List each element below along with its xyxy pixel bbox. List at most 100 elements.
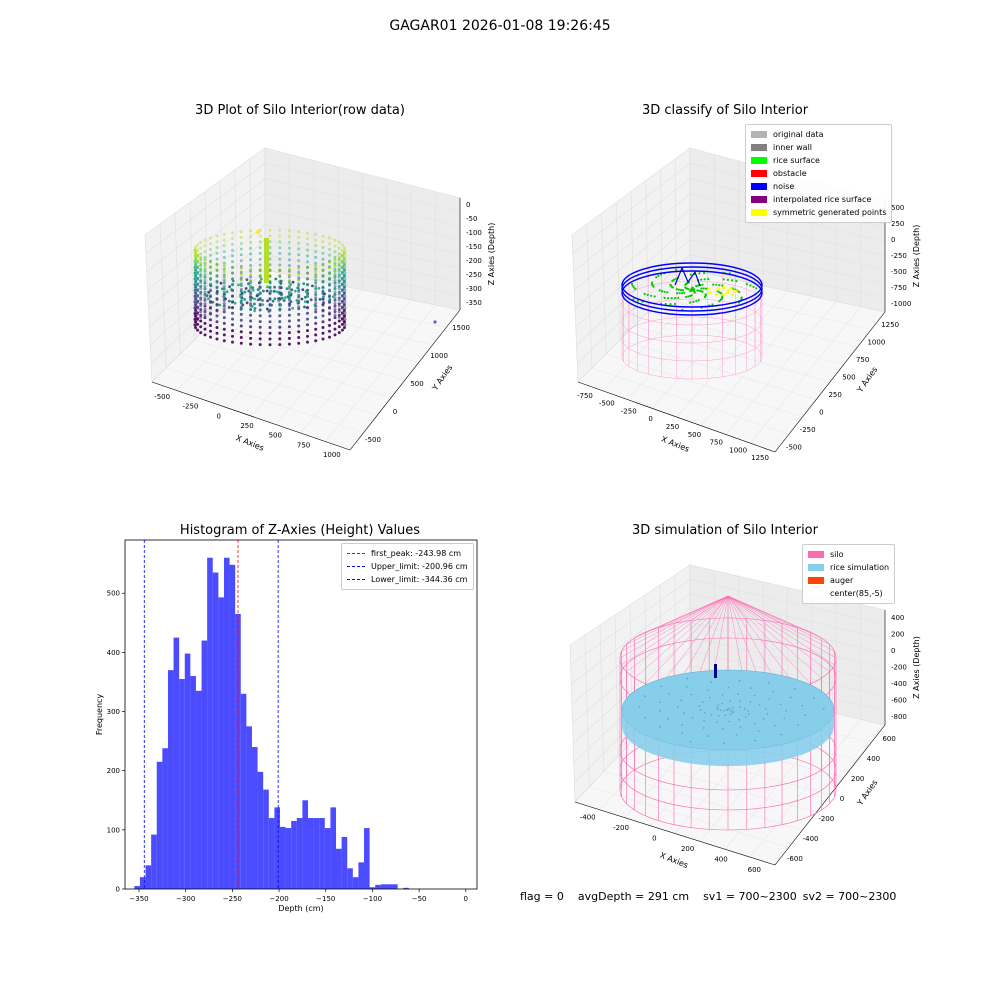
silo-roof-wire: [727, 595, 811, 684]
rice-surface-point: [667, 297, 670, 300]
rice-grid-point: [730, 709, 732, 712]
data-point: [321, 331, 325, 335]
z-tick-label: -600: [891, 696, 907, 704]
data-point: [239, 318, 243, 322]
data-point: [193, 288, 197, 292]
data-point: [249, 336, 253, 340]
data-point: [231, 340, 234, 344]
data-point: [245, 301, 249, 305]
rice-grid-point: [717, 708, 719, 710]
data-point: [333, 275, 337, 279]
data-point: [258, 320, 262, 324]
data-point: [268, 292, 272, 296]
y-tick-label: 600: [882, 735, 895, 743]
data-point: [278, 325, 282, 329]
data-point: [268, 337, 272, 341]
data-point: [337, 267, 341, 271]
data-point: [193, 254, 197, 258]
data-point: [297, 230, 301, 234]
data-point: [342, 251, 346, 255]
rice-grid-point: [747, 710, 749, 712]
data-point: [249, 235, 253, 239]
histogram-bar: [201, 640, 208, 889]
data-point: [343, 317, 347, 321]
grid-line: [146, 178, 461, 272]
data-point: [196, 295, 200, 299]
data-point: [209, 271, 212, 275]
silo-roof-wire: [727, 595, 835, 652]
rice-grid-point: [794, 688, 796, 690]
z-tick-label: -50: [466, 215, 477, 223]
histogram-bar: [358, 862, 365, 889]
data-point: [278, 257, 282, 261]
x-tick-label: 500: [688, 431, 701, 439]
legend-entry: interpolated rice surface: [751, 193, 886, 206]
rice-surface-point: [695, 284, 698, 288]
data-point: [268, 286, 272, 290]
symmetric-point: [725, 291, 728, 294]
rice-grid-point: [717, 704, 719, 707]
histogram-bar: [403, 887, 409, 889]
rice-grid-point: [727, 686, 730, 689]
data-point: [203, 333, 207, 337]
data-point: [306, 340, 309, 344]
data-point: [258, 337, 262, 341]
data-point: [314, 287, 318, 291]
rice-grid-point: [685, 686, 688, 688]
data-point: [194, 274, 198, 278]
z-tick-label: 0: [891, 647, 895, 655]
data-point: [253, 297, 257, 301]
data-point: [297, 312, 301, 316]
data-point: [293, 289, 297, 293]
y-tick-label: 300: [107, 708, 120, 716]
data-point: [196, 306, 200, 310]
data-point: [337, 256, 341, 260]
data-point: [193, 306, 197, 310]
x-tick-label: 500: [269, 432, 282, 440]
data-point: [340, 306, 344, 310]
data-point: [343, 306, 347, 310]
rice-surface-point: [718, 300, 721, 303]
data-point: [203, 279, 207, 282]
legend-swatch: [751, 209, 767, 216]
data-point: [340, 328, 344, 332]
rice-surface-point: [701, 283, 704, 286]
data-point: [194, 245, 198, 249]
data-point: [228, 285, 232, 289]
data-point: [203, 238, 207, 242]
rice-surface-point: [679, 288, 682, 292]
data-point: [340, 289, 344, 293]
data-point: [297, 305, 301, 309]
legend-entry: noise: [751, 180, 886, 193]
data-point: [199, 264, 203, 267]
histogram-bar: [375, 884, 381, 889]
data-point: [196, 254, 200, 258]
x-tick-label: 200: [681, 845, 694, 853]
grid-line: [148, 208, 461, 309]
data-point: [193, 277, 197, 281]
data-point: [297, 336, 301, 339]
data-point: [328, 253, 331, 257]
data-point: [222, 232, 226, 236]
data-point: [218, 303, 222, 307]
rice-grid-point: [716, 721, 718, 723]
data-point: [333, 287, 337, 291]
data-point: [249, 246, 253, 250]
data-point: [317, 286, 321, 290]
legend-entry: first_peak: -243.98 cm: [347, 547, 468, 560]
rice-surface-point: [695, 300, 698, 303]
histogram-bar: [268, 818, 275, 889]
x-tick-label: 0: [464, 895, 468, 903]
data-point: [239, 253, 243, 257]
data-point: [222, 255, 226, 259]
data-point: [340, 322, 344, 326]
rice-grid-point: [703, 720, 705, 722]
data-point: [215, 269, 219, 273]
data-point: [261, 299, 264, 302]
rice-grid-point: [745, 716, 747, 718]
data-point: [222, 307, 226, 311]
rice-surface-point: [632, 298, 635, 301]
data-point: [266, 299, 269, 303]
data-point: [340, 249, 344, 253]
data-point: [231, 271, 234, 275]
